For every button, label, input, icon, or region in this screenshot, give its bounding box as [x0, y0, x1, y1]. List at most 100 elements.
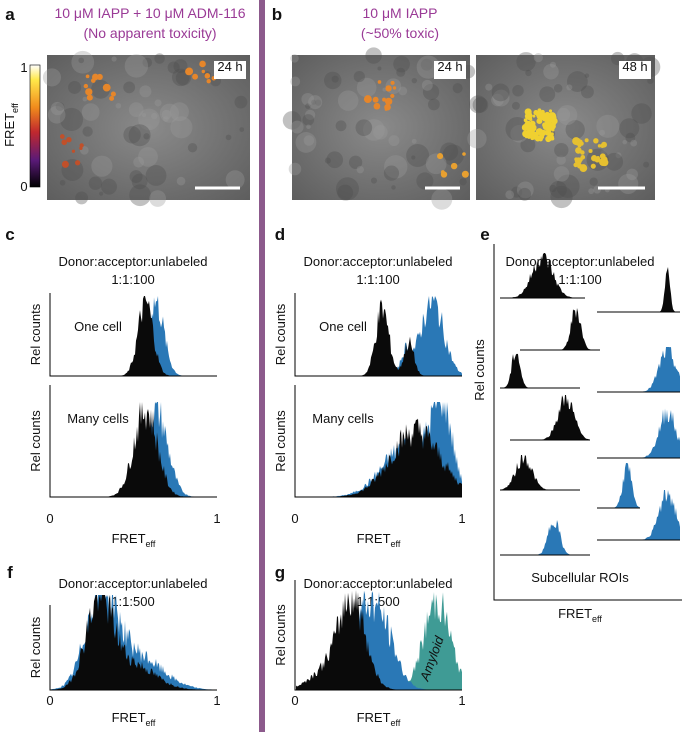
- texture: [290, 76, 301, 87]
- texture: [171, 68, 190, 87]
- texture: [416, 172, 434, 190]
- texture: [588, 188, 595, 195]
- texture: [556, 107, 571, 122]
- texture: [427, 98, 440, 111]
- y-axis-label: Rel counts: [28, 616, 43, 678]
- texture: [78, 57, 85, 64]
- histogram: [597, 347, 680, 392]
- texture: [459, 178, 467, 186]
- texture: [512, 84, 524, 97]
- texture: [225, 134, 232, 141]
- fret-spot: [546, 117, 553, 124]
- texture: [42, 68, 62, 87]
- fret-spot: [546, 131, 551, 136]
- texture: [55, 102, 65, 111]
- axis-label-sub: eff: [592, 614, 602, 624]
- histogram: [597, 408, 680, 458]
- texture: [290, 54, 299, 63]
- texture: [91, 155, 113, 177]
- texture: [440, 142, 459, 161]
- fret-spot: [593, 138, 599, 144]
- texture: [81, 103, 100, 121]
- texture: [47, 105, 66, 124]
- texture: [115, 102, 122, 109]
- texture: [305, 103, 311, 109]
- texture: [631, 103, 652, 124]
- texture: [411, 138, 417, 144]
- texture: [311, 99, 317, 105]
- fret-spot: [532, 114, 536, 118]
- histogram: [597, 490, 680, 540]
- texture: [580, 85, 594, 99]
- condition: 1:1:100: [356, 272, 399, 287]
- texture: [239, 127, 245, 132]
- fret-spot: [573, 162, 578, 168]
- fret-spot: [599, 153, 606, 160]
- texture: [139, 85, 152, 98]
- texture: [365, 47, 382, 64]
- fret-spot: [96, 73, 103, 80]
- axis-label-sub: eff: [391, 718, 401, 728]
- texture: [308, 95, 323, 110]
- texture: [59, 179, 66, 186]
- fret-spot: [579, 164, 588, 172]
- time-label: 24 h: [437, 59, 462, 74]
- texture: [154, 53, 165, 64]
- texture: [145, 165, 167, 186]
- texture: [383, 165, 400, 181]
- texture: [301, 92, 315, 106]
- fret-spot: [450, 162, 458, 170]
- fret-spot: [574, 157, 582, 165]
- micrograph: [292, 55, 470, 200]
- axis-label: FRETeff: [558, 606, 602, 624]
- fret-spot: [597, 144, 602, 148]
- texture: [516, 181, 534, 199]
- time-label: 24 h: [217, 59, 242, 74]
- condition: 1:1:100: [558, 272, 601, 287]
- y-axis-label: Rel counts: [273, 303, 288, 365]
- caption: Subcellular ROIs: [531, 570, 629, 585]
- texture: [129, 170, 143, 184]
- texture: [377, 66, 382, 71]
- texture: [384, 155, 408, 179]
- fret-spot: [61, 139, 68, 146]
- histogram: [500, 253, 585, 298]
- texture: [124, 54, 149, 78]
- x-tick-label: 1: [458, 693, 465, 708]
- fret-spot: [185, 67, 194, 76]
- fret-spot: [535, 128, 543, 136]
- texture: [161, 109, 172, 120]
- axes: [49, 293, 217, 377]
- panel-title: (No apparent toxicity): [83, 25, 216, 41]
- texture: [533, 53, 543, 63]
- fret-spot: [373, 102, 381, 110]
- texture: [159, 103, 179, 123]
- texture: [143, 133, 150, 140]
- texture: [356, 77, 377, 98]
- plot-label: One cell: [74, 319, 122, 334]
- texture: [565, 120, 585, 140]
- texture: [302, 114, 315, 126]
- texture: [584, 73, 590, 78]
- fret-spot: [575, 147, 582, 154]
- axes: [294, 385, 462, 498]
- texture: [170, 116, 193, 139]
- texture: [142, 57, 153, 68]
- fret-spot: [437, 153, 444, 160]
- fret-spot: [552, 122, 556, 126]
- texture: [337, 90, 359, 111]
- texture: [467, 129, 487, 149]
- texture: [550, 185, 573, 209]
- histogram: [51, 402, 217, 497]
- fret-spot: [522, 130, 529, 138]
- y-axis-label: Rel counts: [28, 410, 43, 472]
- texture: [353, 70, 365, 83]
- texture: [553, 84, 563, 93]
- fret-spot: [199, 60, 206, 68]
- texture: [101, 178, 117, 195]
- texture: [393, 55, 410, 73]
- fret-spot: [109, 95, 115, 101]
- fret-spot: [584, 138, 589, 143]
- texture: [491, 93, 504, 107]
